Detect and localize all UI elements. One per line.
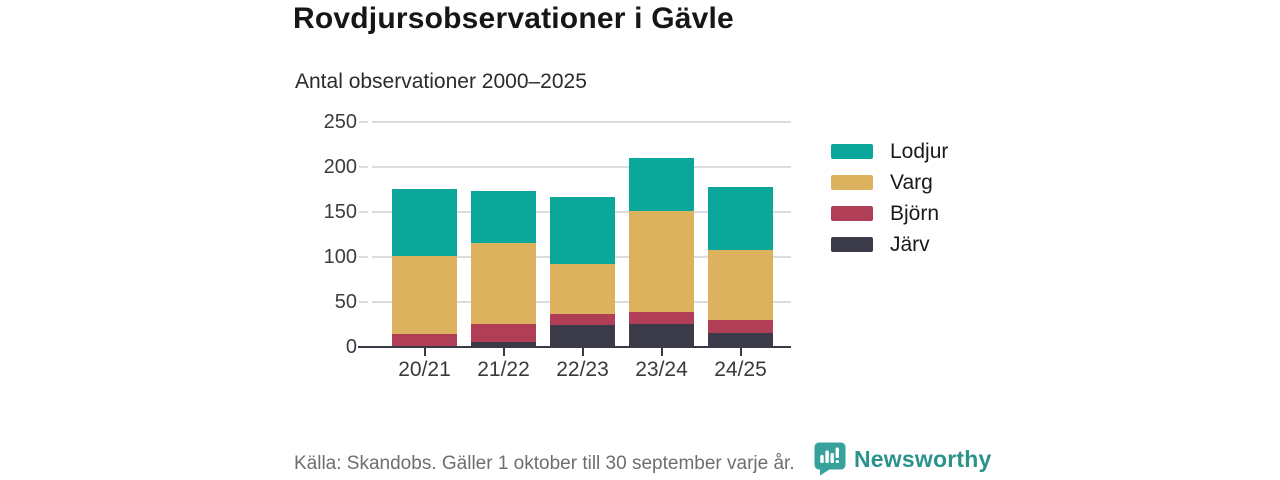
y-axis-tick-250 — [359, 121, 368, 123]
logo-exclamation-dot — [835, 460, 839, 463]
legend-label-jarv: Järv — [890, 233, 930, 256]
y-axis-tick-200 — [359, 166, 368, 168]
y-axis-tick-100 — [359, 256, 368, 258]
y-axis-label-100: 100 — [323, 246, 357, 268]
bar-segment-bjorn — [708, 320, 773, 333]
legend-item-lodjur: Lodjur — [831, 141, 948, 162]
x-axis-label: 20/21 — [398, 358, 451, 381]
bar-segment-bjorn — [471, 323, 536, 342]
legend-swatch-bjorn — [831, 206, 873, 221]
y-axis-label-200: 200 — [323, 156, 357, 178]
bar-segment-jarv — [708, 332, 773, 347]
chart-title: Rovdjursobservationer i Gävle — [293, 2, 734, 35]
x-axis-tick — [739, 348, 742, 356]
x-axis-tick — [423, 348, 426, 356]
y-axis-label-0: 0 — [345, 336, 357, 358]
logo-bar-icon — [830, 453, 834, 463]
gridline-250 — [372, 121, 791, 123]
y-axis-tick-50 — [359, 301, 368, 303]
newsworthy-logo-icon — [814, 442, 846, 476]
bar-21-22 — [471, 191, 536, 347]
x-axis-line — [358, 345, 791, 348]
bar-segment-jarv — [629, 323, 694, 347]
legend-swatch-lodjur — [831, 144, 873, 159]
bar-segment-lodjur — [629, 158, 694, 212]
y-axis-label-150: 150 — [323, 201, 357, 223]
gridline-200 — [372, 166, 791, 168]
newsworthy-logo-bubble — [814, 442, 846, 476]
legend-label-varg: Varg — [890, 171, 933, 194]
x-axis-label: 23/24 — [635, 358, 688, 381]
chart-legend: Lodjur Varg Björn Järv — [831, 141, 948, 255]
bar-segment-lodjur — [708, 186, 773, 250]
y-axis-label-50: 50 — [334, 291, 357, 313]
plot-area: 0 50 100 150 200 250 20/21 21/22 22/23 23/24 24/25 — [324, 111, 791, 381]
bar-segment-jarv — [550, 324, 615, 347]
legend-label-lodjur: Lodjur — [890, 140, 949, 163]
bar-23-24 — [629, 158, 694, 347]
x-axis-label: 24/25 — [714, 358, 767, 381]
bar-segment-varg — [392, 256, 457, 335]
bar-20-21 — [392, 188, 457, 347]
bar-24-25 — [708, 186, 773, 347]
y-axis-tick-150 — [359, 211, 368, 213]
logo-bar-icon — [825, 450, 829, 463]
legend-item-varg: Varg — [831, 172, 948, 193]
bar-segment-lodjur — [471, 191, 536, 243]
legend-swatch-jarv — [831, 237, 873, 252]
bar-22-23 — [550, 196, 615, 347]
legend-label-bjorn: Björn — [890, 202, 940, 225]
bar-segment-varg — [708, 249, 773, 321]
bar-segment-bjorn — [550, 313, 615, 325]
bar-segment-bjorn — [629, 311, 694, 324]
bar-segment-varg — [629, 211, 694, 312]
bar-segment-varg — [550, 264, 615, 314]
bar-segment-lodjur — [550, 196, 615, 265]
logo-exclamation-icon — [835, 447, 839, 458]
x-axis-tick — [660, 348, 663, 356]
chart-subtitle: Antal observationer 2000–2025 — [295, 70, 587, 93]
y-axis-label-250: 250 — [323, 111, 357, 133]
bar-segment-bjorn — [392, 334, 457, 347]
legend-item-jarv: Järv — [831, 234, 948, 255]
bar-segment-jarv — [471, 341, 536, 347]
bar-segment-lodjur — [392, 188, 457, 257]
legend-swatch-varg — [831, 175, 873, 190]
legend-item-bjorn: Björn — [831, 203, 948, 224]
source-note: Källa: Skandobs. Gäller 1 oktober till 3… — [294, 453, 795, 474]
x-axis-tick — [581, 348, 584, 356]
newsworthy-brand: Newsworthy — [814, 442, 991, 476]
x-axis-label: 22/23 — [556, 358, 609, 381]
logo-bar-icon — [820, 455, 824, 463]
x-axis-label: 21/22 — [477, 358, 530, 381]
bar-segment-varg — [471, 242, 536, 324]
x-axis-tick — [502, 348, 505, 356]
newsworthy-brand-name: Newsworthy — [854, 445, 992, 472]
